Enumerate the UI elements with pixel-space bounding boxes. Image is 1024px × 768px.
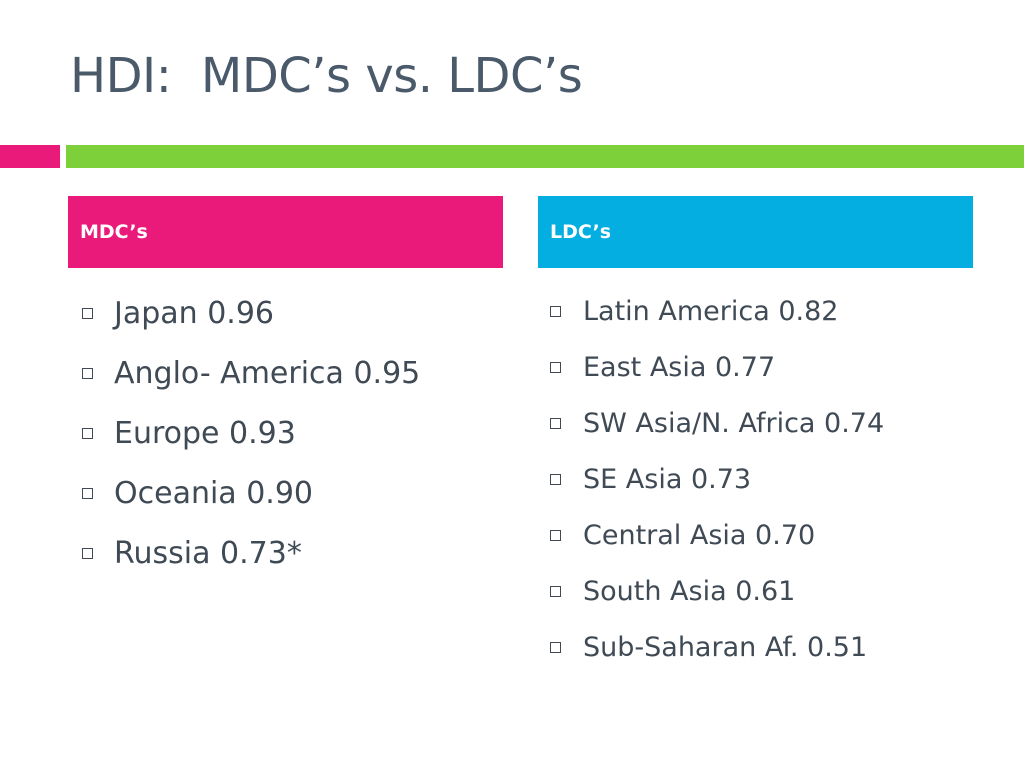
list-item: Oceania 0.90 bbox=[82, 463, 420, 523]
list-item-text: Oceania 0.90 bbox=[114, 475, 314, 511]
list-item-text: Latin America 0.82 bbox=[583, 295, 839, 327]
accent-bar-green bbox=[66, 145, 1024, 168]
list-item: Japan 0.96 bbox=[82, 283, 420, 343]
list-item: East Asia 0.77 bbox=[550, 339, 884, 395]
list-item: Central Asia 0.70 bbox=[550, 507, 884, 563]
list-item: Anglo- America 0.95 bbox=[82, 343, 420, 403]
square-bullet-icon bbox=[550, 305, 561, 317]
square-bullet-icon bbox=[550, 473, 561, 485]
square-bullet-icon bbox=[82, 487, 93, 499]
ldc-list: Latin America 0.82 East Asia 0.77 SW Asi… bbox=[550, 283, 884, 675]
list-item: Latin America 0.82 bbox=[550, 283, 884, 339]
list-item: Russia 0.73* bbox=[82, 523, 420, 583]
list-item: Sub-Saharan Af. 0.51 bbox=[550, 619, 884, 675]
list-item: SW Asia/N. Africa 0.74 bbox=[550, 395, 884, 451]
square-bullet-icon bbox=[82, 427, 93, 439]
list-item-text: Europe 0.93 bbox=[114, 415, 296, 451]
list-item-text: South Asia 0.61 bbox=[583, 575, 796, 607]
square-bullet-icon bbox=[550, 641, 561, 653]
square-bullet-icon bbox=[550, 585, 561, 597]
list-item-text: Anglo- America 0.95 bbox=[114, 355, 421, 391]
list-item-text: East Asia 0.77 bbox=[583, 351, 776, 383]
list-item: Europe 0.93 bbox=[82, 403, 420, 463]
ldc-column-header: LDC’s bbox=[538, 196, 973, 268]
square-bullet-icon bbox=[82, 307, 93, 319]
square-bullet-icon bbox=[82, 547, 93, 559]
list-item-text: Central Asia 0.70 bbox=[583, 519, 816, 551]
mdc-list: Japan 0.96 Anglo- America 0.95 Europe 0.… bbox=[82, 283, 420, 583]
list-item: SE Asia 0.73 bbox=[550, 451, 884, 507]
slide-title: HDI: MDC’s vs. LDC’s bbox=[70, 48, 583, 104]
list-item-text: SW Asia/N. Africa 0.74 bbox=[583, 407, 885, 439]
mdc-column-header: MDC’s bbox=[68, 196, 503, 268]
square-bullet-icon bbox=[550, 361, 561, 373]
square-bullet-icon bbox=[82, 367, 93, 379]
accent-bar-pink bbox=[0, 145, 60, 168]
ldc-header-label: LDC’s bbox=[550, 221, 612, 243]
mdc-header-label: MDC’s bbox=[80, 221, 148, 243]
list-item-text: Japan 0.96 bbox=[114, 295, 275, 331]
square-bullet-icon bbox=[550, 417, 561, 429]
list-item-text: SE Asia 0.73 bbox=[583, 463, 752, 495]
square-bullet-icon bbox=[550, 529, 561, 541]
list-item-text: Russia 0.73* bbox=[114, 535, 302, 571]
list-item-text: Sub-Saharan Af. 0.51 bbox=[583, 631, 868, 663]
list-item: South Asia 0.61 bbox=[550, 563, 884, 619]
